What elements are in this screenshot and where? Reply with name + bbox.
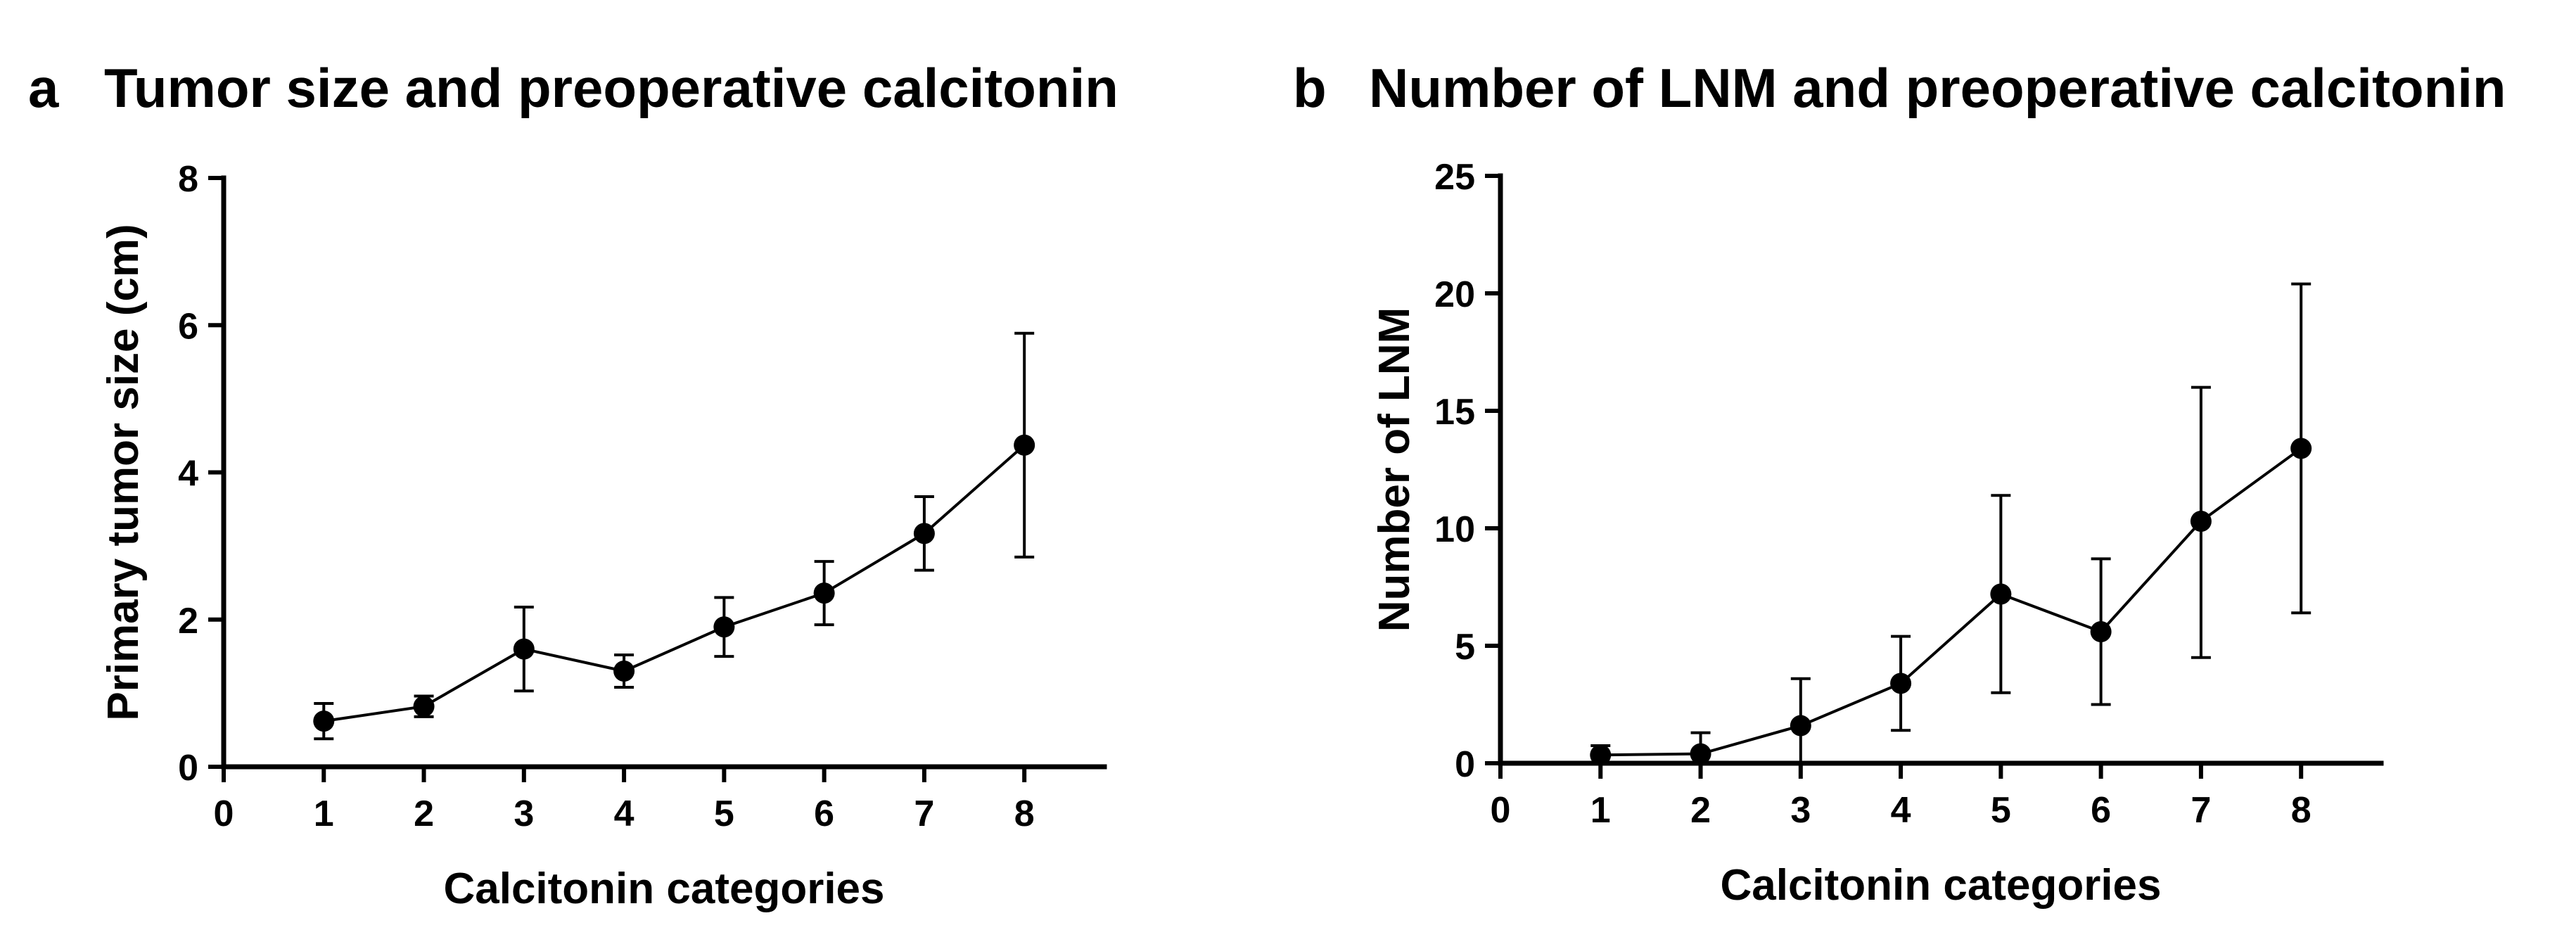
plot-a: 0 1 2 3 4 5 6 7 8 0 2 4 6 8 Calcitonin categories Prima… [99,159,1107,913]
data-point [813,582,835,604]
data-point [1014,434,1035,456]
panel-a: a Tumor size and preoperative calcitonin… [28,57,1118,913]
y-tick-label: 25 [1434,157,1475,198]
data-point [613,660,635,682]
y-tick-label: 0 [178,748,198,789]
x-tick-label: 4 [614,793,635,834]
data-point [313,710,335,732]
y-tick-label: 6 [178,306,198,347]
y-tick-label: 15 [1434,392,1475,433]
data-point [1690,743,1711,765]
y-tick-label: 20 [1434,274,1475,315]
y-tick-label: 5 [1455,627,1475,668]
data-point [1890,673,1912,694]
panel-b: b Number of LNM and preoperative calcito… [1293,57,2506,910]
x-tick-label: 6 [2091,790,2111,831]
x-tick-label: 6 [814,793,834,834]
data-point [2190,510,2212,532]
panel-a-letter: a [28,57,59,119]
x-tick-label: 1 [314,793,334,834]
data-point [2290,438,2312,459]
data-point [1990,583,2012,605]
x-tick-label: 2 [414,793,434,834]
x-tick-label: 7 [2191,790,2211,831]
x-tick-label: 7 [914,793,934,834]
y-tick-label: 2 [178,601,198,642]
data-point [1790,715,1811,737]
series-line [1600,447,2302,757]
series-line [323,444,1026,723]
x-tick-label: 1 [1590,790,1611,831]
plot-b: 0 1 2 3 4 5 6 7 8 0 5 10 15 20 25 Calcitonin categories… [1370,157,2384,910]
data-point [1590,744,1612,766]
panel-b-letter: b [1293,57,1327,119]
x-axis-title: Calcitonin categories [443,865,884,913]
data-point [713,616,735,638]
x-tick-label: 2 [1690,790,1711,831]
x-tick-label: 0 [1491,790,1511,831]
panel-b-title: Number of LNM and preoperative calcitoni… [1369,57,2506,119]
x-tick-label: 5 [714,793,734,834]
data-point [913,523,935,544]
y-axis-title: Number of LNM [1370,307,1419,632]
x-tick-label: 3 [1790,790,1811,831]
x-tick-label: 8 [2291,790,2312,831]
x-axis-title: Calcitonin categories [1720,861,2161,910]
y-tick-label: 0 [1455,744,1475,785]
data-point [413,696,435,718]
data-point [513,638,535,660]
y-tick-label: 8 [178,159,198,200]
x-tick-label: 4 [1891,790,1911,831]
y-tick-label: 10 [1434,509,1475,550]
x-tick-label: 5 [1991,790,2011,831]
x-tick-label: 8 [1014,793,1035,834]
x-tick-label: 3 [514,793,534,834]
panel-a-title: Tumor size and preoperative calcitonin [104,57,1118,119]
y-axis-title: Primary tumor size (cm) [99,224,148,720]
y-tick-label: 4 [178,454,198,495]
data-point [2090,620,2112,642]
x-tick-label: 0 [214,793,234,834]
